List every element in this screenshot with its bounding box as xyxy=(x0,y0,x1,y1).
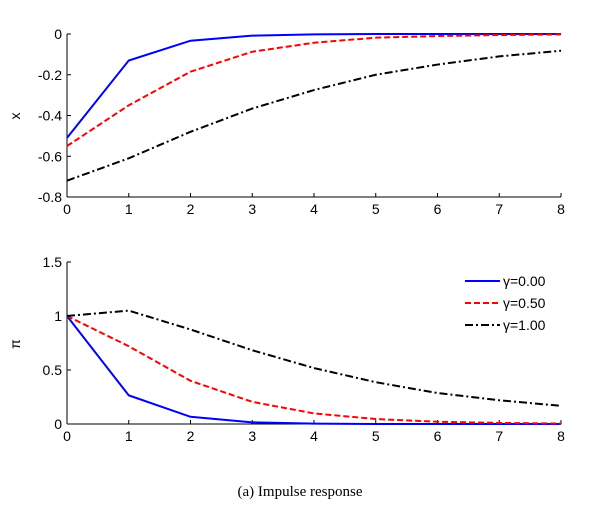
x-tick-label: 7 xyxy=(495,428,503,444)
x-tick-label: 3 xyxy=(248,428,256,444)
figure-caption: (a) Impulse response xyxy=(237,484,363,500)
x-tick-label: 6 xyxy=(434,428,442,444)
x-tick-label: 0 xyxy=(63,428,71,444)
series-line-1 xyxy=(66,33,561,139)
y-axis-label: x xyxy=(7,113,23,120)
x-tick-label: 4 xyxy=(310,428,318,444)
y-tick-label: 0.5 xyxy=(43,362,63,378)
x-tick-label: 4 xyxy=(310,201,318,217)
legend-label: γ=0.50 xyxy=(503,295,546,311)
x-tick-label: 1 xyxy=(125,201,133,217)
x-tick-label: 5 xyxy=(372,201,380,217)
x-tick-label: 5 xyxy=(372,428,380,444)
legend: γ=0.00 γ=0.50 γ=1.00 xyxy=(465,273,546,333)
x-tick-label: 0 xyxy=(63,201,71,217)
x-tick-label: 2 xyxy=(187,428,195,444)
legend-label: γ=0.00 xyxy=(503,273,546,289)
y-tick-label: 1 xyxy=(54,308,62,324)
subplot-2: 0 1 2 3 4 5 6 7 8 0 0.5 1 1.5 π γ=0.00 γ=0.50 γ=1.00 xyxy=(7,254,565,444)
series-line-1 xyxy=(66,315,561,425)
y-tick-label: 0 xyxy=(54,26,62,42)
x-tick-label: 8 xyxy=(557,201,565,217)
y-tick-label: -0.6 xyxy=(38,148,62,164)
series-line-3 xyxy=(66,309,562,407)
y-axis-label: π xyxy=(7,339,23,349)
series-line-2 xyxy=(66,315,562,425)
x-tick-label: 3 xyxy=(248,201,256,217)
y-tick-label: -0.8 xyxy=(38,189,62,205)
impulse-response-charts: 0 1 2 3 4 5 6 7 8 0 -0.2 -0.4 -0.6 -0.8 x 0 1 2 3 4 5 6 7 8 0 0.5… xyxy=(7,26,565,444)
x-tick-label: 2 xyxy=(187,201,195,217)
subplot-1: 0 1 2 3 4 5 6 7 8 0 -0.2 -0.4 -0.6 -0.8 x xyxy=(7,26,565,217)
y-tick-label: -0.2 xyxy=(38,67,62,83)
series-line-2 xyxy=(66,33,562,147)
y-tick-label: -0.4 xyxy=(38,108,62,124)
series-line-3 xyxy=(66,49,562,182)
y-tick-label: 0 xyxy=(54,416,62,432)
x-tick-label: 8 xyxy=(557,428,565,444)
x-tick-label: 7 xyxy=(495,201,503,217)
y-tick-label: 1.5 xyxy=(43,254,63,270)
legend-label: γ=1.00 xyxy=(503,317,546,333)
x-tick-label: 6 xyxy=(434,201,442,217)
x-tick-label: 1 xyxy=(125,428,133,444)
